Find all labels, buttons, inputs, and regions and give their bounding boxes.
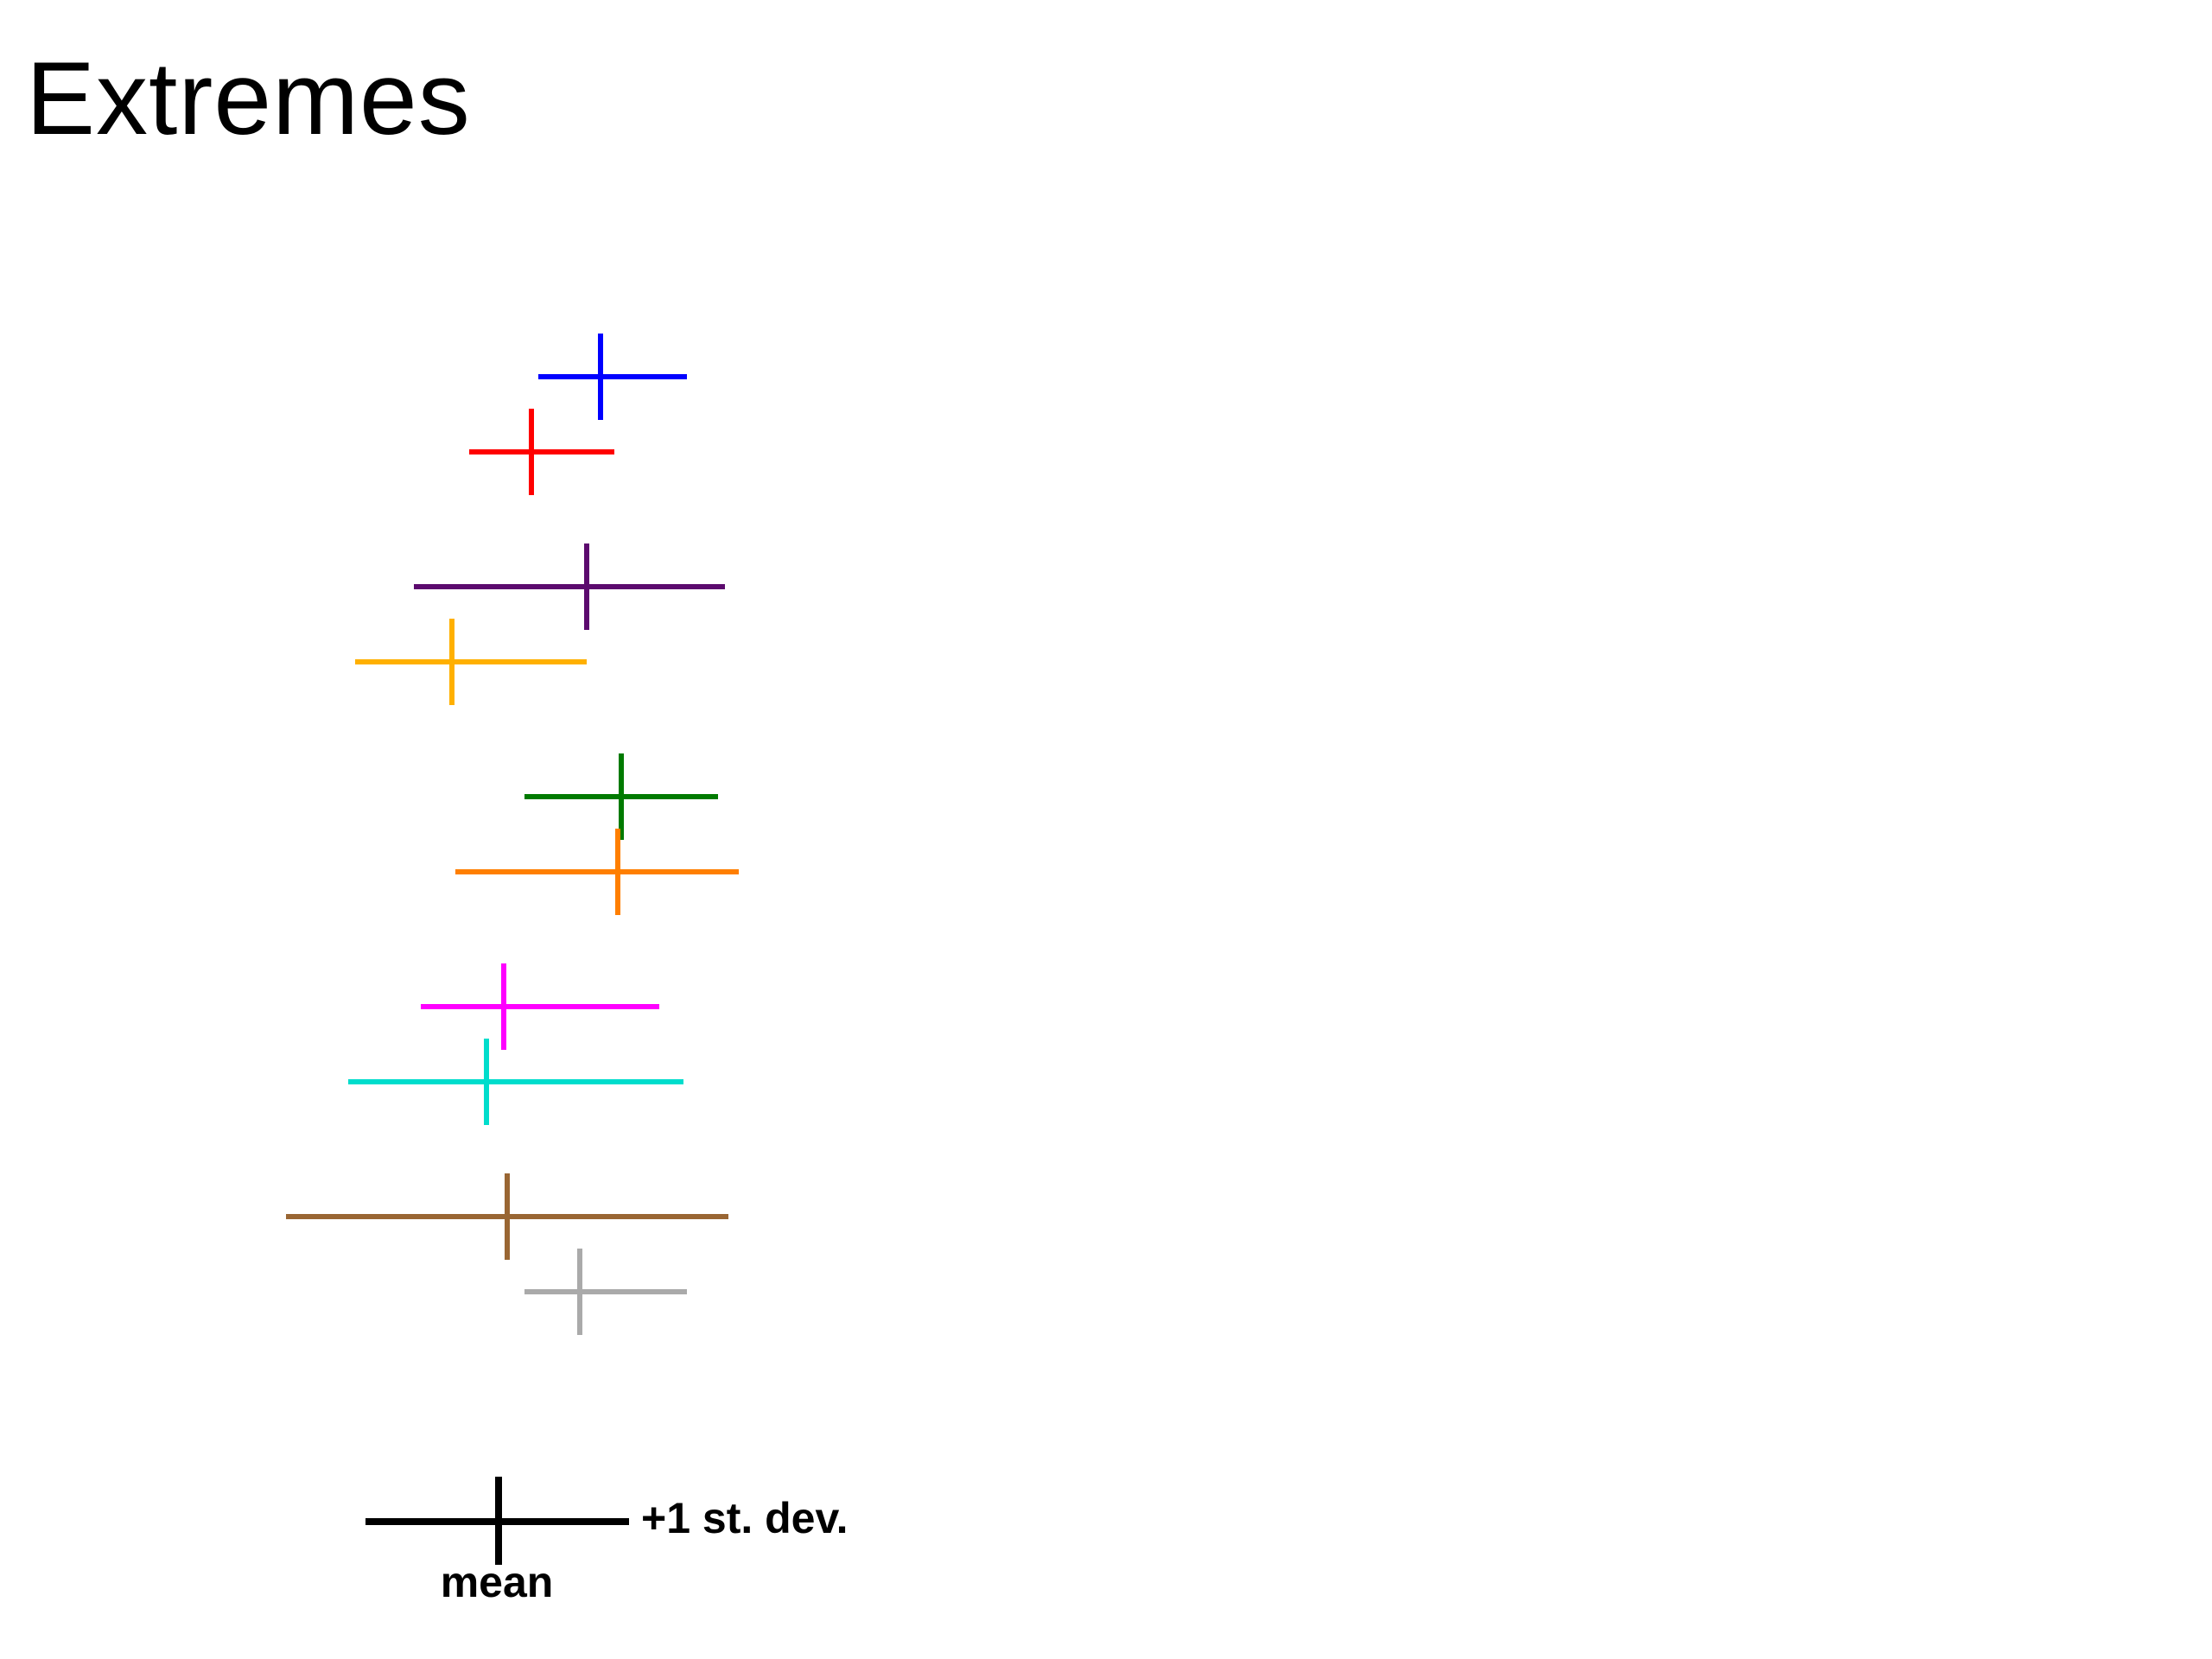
errorbar-series-5 xyxy=(524,753,718,840)
errorbar-series-7 xyxy=(421,963,659,1050)
legend-mean-label: mean xyxy=(441,1558,554,1606)
errorbar-series-3 xyxy=(414,543,725,630)
slide-title: Extremes xyxy=(26,41,471,156)
errorbar-series-4 xyxy=(355,619,587,705)
errorbar-series-8 xyxy=(348,1039,683,1125)
chart-legend: +1 st. dev. mean xyxy=(365,1477,848,1606)
errorbar-series-10 xyxy=(524,1249,687,1335)
errorbar-series-6 xyxy=(455,829,739,915)
errorbar-series-1 xyxy=(538,334,687,420)
errorbar-marks xyxy=(286,334,739,1335)
errorbar-series-9 xyxy=(286,1173,728,1260)
errorbar-series-2 xyxy=(469,409,614,495)
legend-sd-label: +1 st. dev. xyxy=(641,1494,848,1542)
